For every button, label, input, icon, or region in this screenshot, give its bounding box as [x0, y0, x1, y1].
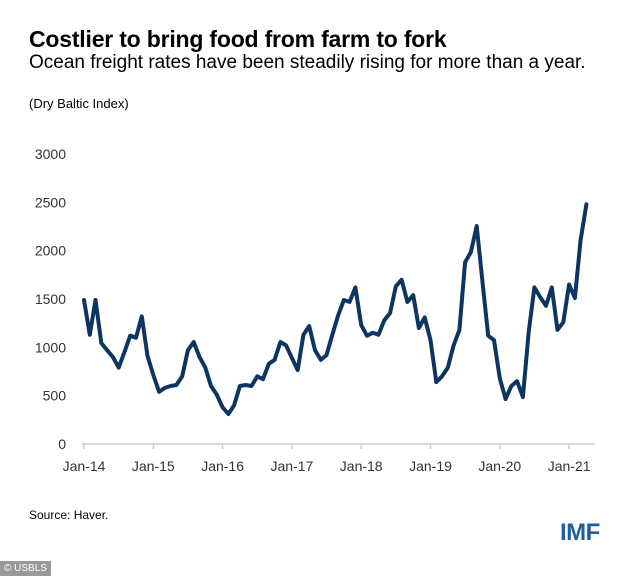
- x-tick-label: Jan-19: [409, 458, 452, 474]
- chart-title: Costlier to bring food from farm to fork: [29, 26, 447, 52]
- chart-subtitle: Ocean freight rates have been steadily r…: [29, 52, 586, 73]
- x-tick-label: Jan-17: [270, 458, 313, 474]
- series-line-dry-baltic-index: [82, 202, 589, 416]
- imf-logo: IMF: [560, 519, 600, 546]
- y-tick-label: 1500: [35, 291, 66, 307]
- y-tick-label: 0: [58, 436, 66, 452]
- unit-note: (Dry Baltic Index): [29, 96, 129, 111]
- source-note: Source: Haver.: [29, 508, 109, 522]
- y-tick-label: 2000: [35, 243, 66, 259]
- y-tick-label: 1000: [35, 339, 66, 355]
- x-tick-label: Jan-20: [478, 458, 521, 474]
- x-tick-label: Jan-21: [548, 458, 591, 474]
- watermark: © USBLS: [0, 561, 51, 576]
- x-tick-label: Jan-15: [132, 458, 175, 474]
- y-tick-label: 2500: [35, 194, 66, 210]
- y-tick-label: 500: [43, 388, 67, 404]
- x-tick-label: Jan-18: [340, 458, 383, 474]
- x-tick-label: Jan-16: [201, 458, 244, 474]
- x-tick-label: Jan-14: [63, 458, 106, 474]
- y-tick-label: 3000: [35, 146, 66, 162]
